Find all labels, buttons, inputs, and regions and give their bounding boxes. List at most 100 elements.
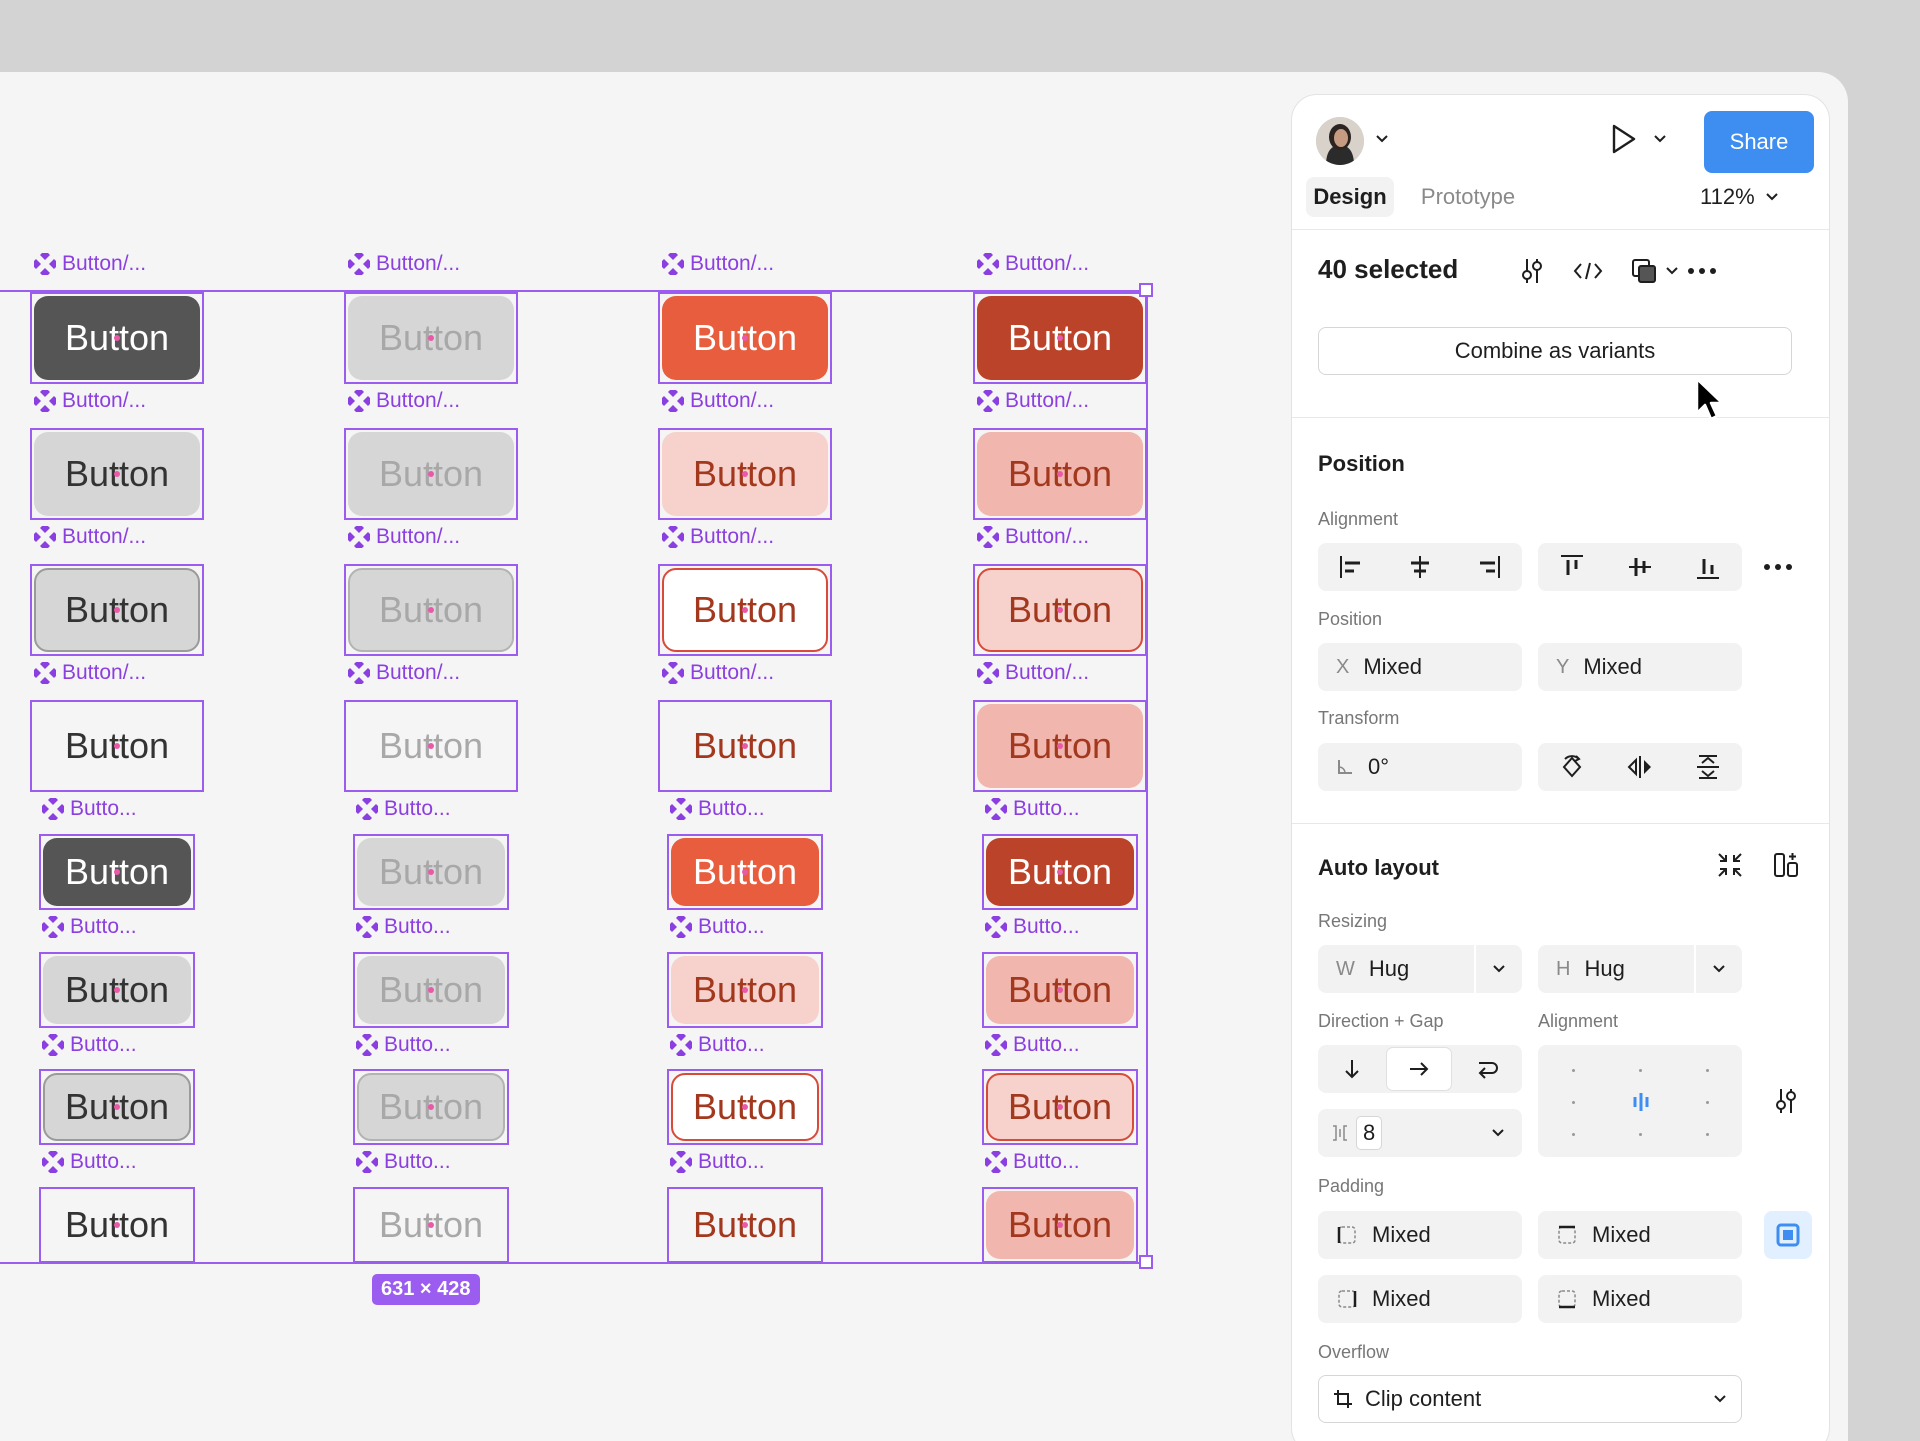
height-resizing-dropdown[interactable]: H Hug — [1538, 945, 1742, 993]
button-component[interactable]: Button — [986, 1073, 1134, 1141]
button-component[interactable]: Button — [357, 838, 505, 906]
button-component[interactable]: Button — [357, 1073, 505, 1141]
button-component[interactable]: Button — [34, 432, 200, 516]
component-name-label[interactable]: Button/... — [34, 386, 146, 416]
padding-right-field[interactable]: Mixed — [1318, 1275, 1522, 1323]
button-component[interactable]: Button — [986, 955, 1134, 1024]
tab-prototype[interactable]: Prototype — [1408, 177, 1528, 217]
rotation-field[interactable]: 0° — [1318, 743, 1522, 791]
button-component[interactable]: Button — [43, 955, 191, 1024]
alignment-grid[interactable] — [1538, 1045, 1742, 1157]
align-left-icon[interactable] — [1318, 543, 1386, 591]
code-icon[interactable] — [1570, 253, 1606, 289]
zoom-dropdown[interactable]: 112% — [1700, 177, 1812, 217]
button-component[interactable]: Button — [662, 568, 828, 652]
button-component[interactable]: Button — [671, 1073, 819, 1141]
button-component[interactable]: Button — [662, 704, 828, 788]
component-name-label[interactable]: Butto... — [42, 794, 137, 824]
button-instance-primary-hover[interactable]: Button — [982, 1069, 1138, 1145]
button-component[interactable]: Button — [43, 1190, 191, 1259]
play-chevron-down-icon[interactable] — [1650, 129, 1670, 149]
button-instance-primary-hover[interactable]: Button — [982, 1186, 1138, 1263]
button-instance-primary[interactable]: Button — [658, 428, 832, 520]
align-top-icon[interactable] — [1538, 543, 1606, 591]
combine-as-variants-button[interactable]: Combine as variants — [1318, 327, 1792, 375]
button-component[interactable]: Button — [671, 955, 819, 1024]
component-name-label[interactable]: Button/... — [662, 658, 774, 688]
button-instance-primary[interactable]: Button — [667, 951, 823, 1028]
button-instance-primary[interactable]: Button — [667, 1069, 823, 1145]
button-component[interactable]: Button — [43, 838, 191, 906]
button-instance-neutral[interactable]: Button — [39, 1186, 195, 1263]
button-instance-disabled[interactable]: Button — [353, 834, 509, 910]
button-component[interactable]: Button — [357, 955, 505, 1024]
button-component[interactable]: Button — [662, 296, 828, 380]
y-position-field[interactable]: Y Mixed — [1538, 643, 1742, 691]
resize-handle[interactable] — [1139, 283, 1153, 297]
button-instance-disabled[interactable]: Button — [344, 564, 518, 656]
button-component[interactable]: Button — [977, 432, 1143, 516]
button-instance-disabled[interactable]: Button — [344, 700, 518, 792]
resize-handle[interactable] — [1139, 1255, 1153, 1269]
component-name-label[interactable]: Button/... — [34, 249, 146, 279]
component-name-label[interactable]: Button/... — [348, 522, 460, 552]
button-instance-primary[interactable]: Button — [658, 292, 832, 384]
play-icon[interactable] — [1606, 121, 1642, 157]
align-vertical-center-icon[interactable] — [1606, 543, 1674, 591]
component-name-label[interactable]: Button/... — [977, 658, 1089, 688]
button-instance-disabled[interactable]: Button — [344, 428, 518, 520]
component-name-label[interactable]: Butto... — [985, 1030, 1080, 1060]
overflow-dropdown[interactable]: Clip content — [1318, 1375, 1742, 1423]
button-instance-disabled[interactable]: Button — [344, 292, 518, 384]
button-component[interactable]: Button — [348, 432, 514, 516]
component-name-label[interactable]: Butto... — [356, 912, 451, 942]
component-name-label[interactable]: Button/... — [348, 249, 460, 279]
button-component[interactable]: Button — [986, 1190, 1134, 1259]
component-name-label[interactable]: Butto... — [670, 794, 765, 824]
avatar-chevron-down-icon[interactable] — [1372, 129, 1392, 149]
padding-bottom-field[interactable]: Mixed — [1538, 1275, 1742, 1323]
rotate-icon[interactable] — [1538, 743, 1606, 791]
component-name-label[interactable]: Button/... — [662, 386, 774, 416]
flip-vertical-icon[interactable] — [1674, 743, 1742, 791]
button-instance-primary-hover[interactable]: Button — [973, 564, 1147, 656]
padding-vertical-field[interactable]: Mixed — [1538, 1211, 1742, 1259]
component-name-label[interactable]: Butto... — [42, 912, 137, 942]
button-component[interactable]: Button — [34, 704, 200, 788]
button-component[interactable]: Button — [662, 432, 828, 516]
button-component[interactable]: Button — [357, 1190, 505, 1259]
button-instance-primary-hover[interactable]: Button — [982, 834, 1138, 910]
component-name-label[interactable]: Button/... — [662, 522, 774, 552]
button-instance-primary-hover[interactable]: Button — [973, 700, 1147, 792]
button-instance-neutral[interactable]: Button — [30, 292, 204, 384]
button-instance-disabled[interactable]: Button — [353, 951, 509, 1028]
button-component[interactable]: Button — [977, 568, 1143, 652]
button-instance-neutral[interactable]: Button — [39, 951, 195, 1028]
component-name-label[interactable]: Butto... — [356, 794, 451, 824]
alignment-settings-icon[interactable] — [1768, 1083, 1804, 1119]
component-name-label[interactable]: Butto... — [42, 1147, 137, 1177]
button-component[interactable]: Button — [348, 704, 514, 788]
share-button[interactable]: Share — [1704, 111, 1814, 173]
button-instance-disabled[interactable]: Button — [353, 1186, 509, 1263]
add-auto-layout-icon[interactable] — [1768, 847, 1804, 883]
component-name-label[interactable]: Button/... — [34, 522, 146, 552]
component-name-label[interactable]: Butto... — [985, 1147, 1080, 1177]
button-component[interactable]: Button — [34, 568, 200, 652]
adjust-sliders-icon[interactable] — [1514, 253, 1550, 289]
button-component[interactable]: Button — [348, 568, 514, 652]
button-instance-primary-hover[interactable]: Button — [973, 428, 1147, 520]
button-instance-neutral[interactable]: Button — [39, 834, 195, 910]
button-component[interactable]: Button — [671, 838, 819, 906]
button-instance-neutral[interactable]: Button — [30, 428, 204, 520]
component-name-label[interactable]: Butto... — [356, 1030, 451, 1060]
direction-vertical-arrow-down-icon[interactable] — [1318, 1045, 1386, 1093]
component-name-label[interactable]: Button/... — [977, 386, 1089, 416]
avatar[interactable] — [1316, 117, 1364, 165]
button-component[interactable]: Button — [977, 704, 1143, 788]
button-instance-neutral[interactable]: Button — [30, 564, 204, 656]
component-name-label[interactable]: Button/... — [977, 522, 1089, 552]
x-position-field[interactable]: X Mixed — [1318, 643, 1522, 691]
gap-field[interactable]: 8 — [1318, 1109, 1522, 1157]
button-instance-disabled[interactable]: Button — [353, 1069, 509, 1145]
